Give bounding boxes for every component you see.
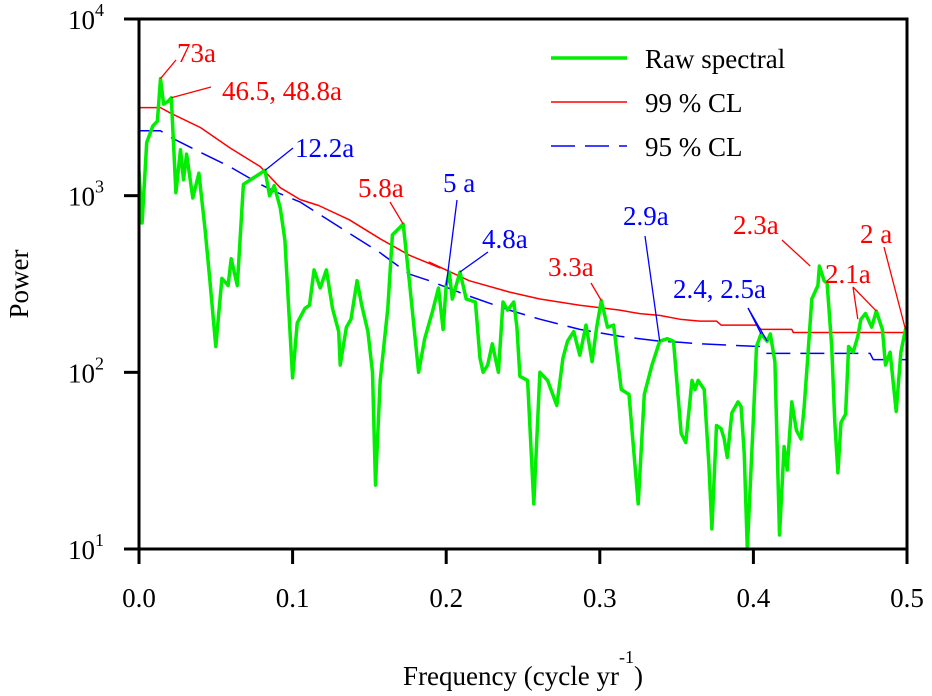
x-axis-title-exponent: -1 [619,647,634,667]
x-tick-label: 0.1 [276,583,310,613]
x-axis-title-close: ) [634,661,643,691]
annotation-leader-line [445,199,458,286]
y-tick-exponent: 3 [95,177,104,197]
annotation-leader-line [644,235,661,342]
y-tick-exponent: 2 [95,353,104,373]
annotation-leader-line [852,286,877,312]
series-layer [139,76,907,551]
peak-annotation: 4.8a [459,224,528,273]
annotation-leader-line [781,239,811,267]
peak-annotation: 2.1a [825,259,877,320]
y-tick-base: 10 [68,535,95,565]
y-tick-base: 10 [68,182,95,212]
x-tick-label: 0.0 [122,583,156,613]
y-tick-label: 104 [68,0,104,35]
series-line-95-cl [139,130,907,361]
annotation-leader-line [459,251,489,273]
annotation-label: 4.8a [482,224,528,254]
annotation-leader-line [590,282,602,301]
legend-label-99-cl: 99 % CL [645,88,743,118]
series-line-raw-spectral [139,76,907,551]
annotation-label: 3.3a [548,252,594,282]
legend: Raw spectral 99 % CL 95 % CL [551,44,785,162]
series-line-99-cl [139,106,907,334]
peak-annotation: 2 a [860,219,907,330]
annotation-leader-line [171,86,212,99]
annotation-label: 2 a [860,219,892,249]
peak-annotation: 5.8a [358,173,404,225]
peak-annotation: 73a [160,38,216,80]
x-tick-label: 0.5 [890,583,924,613]
x-axis-ticks: 0.0 0.1 0.2 0.3 0.4 0.5 [122,549,924,613]
x-tick-label: 0.4 [737,583,771,613]
annotation-label: 73a [177,38,216,68]
annotation-leader-line [852,286,859,320]
y-tick-label: 103 [68,177,104,212]
peak-annotation: 12.2a [264,133,354,171]
peak-annotation: 3.3a [548,252,602,301]
annotation-leader-line [160,59,177,80]
annotation-leader-line [883,246,907,330]
annotation-label: 2.3a [733,210,779,240]
annotation-leader-line [264,147,294,171]
y-tick-exponent: 1 [95,530,104,550]
annotation-label: 5 a [443,168,475,198]
y-axis-title: Power [4,250,34,319]
annotation-label: 12.2a [295,133,354,163]
y-tick-exponent: 4 [95,0,104,20]
annotation-label: 2.4, 2.5a [673,274,766,304]
peak-annotation: 2.9a [623,201,669,342]
annotation-label: 5.8a [358,173,404,203]
peak-annotation: 2.3a [733,210,811,267]
annotation-label: 46.5, 48.8a [222,76,342,106]
peak-annotation: 46.5, 48.8a [171,76,342,106]
plot-frame [137,17,909,551]
annotation-leader-line [389,201,404,225]
legend-label-raw-spectral: Raw spectral [645,44,785,74]
y-tick-base: 10 [68,358,95,388]
y-tick-label: 101 [68,530,104,565]
y-tick-label: 102 [68,353,104,388]
annotation-leader-line [747,307,768,342]
legend-label-95-cl: 95 % CL [645,132,743,162]
x-tick-label: 0.3 [583,583,617,613]
x-axis-title-main: Frequency (cycle yr [403,661,619,691]
peak-annotation: 5 a [443,168,475,286]
annotation-label: 2.9a [623,201,669,231]
y-tick-base: 10 [68,5,95,35]
peak-annotation: 2.4, 2.5a [673,274,768,342]
x-axis-title: Frequency (cycle yr-1) [403,647,643,691]
annotation-label: 2.1a [825,259,871,289]
x-tick-label: 0.2 [429,583,463,613]
